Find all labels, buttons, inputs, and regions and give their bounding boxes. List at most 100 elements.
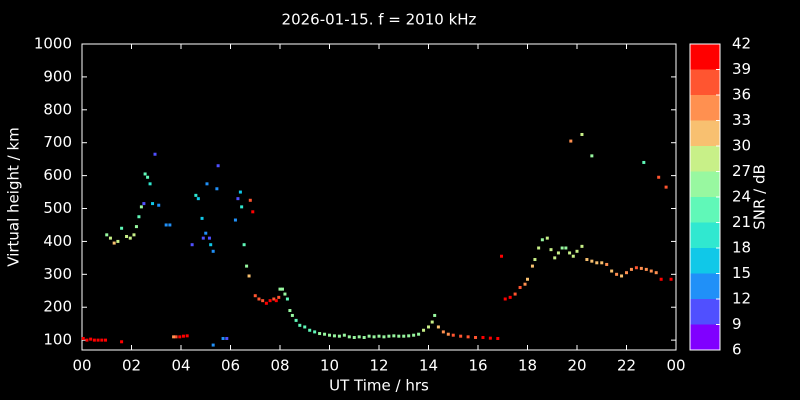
data-point <box>268 299 272 303</box>
data-point <box>240 205 244 209</box>
data-point <box>654 271 658 275</box>
data-point <box>362 335 366 339</box>
data-point <box>600 261 604 265</box>
colorbar-tick-label: 30 <box>732 137 751 155</box>
data-point <box>639 266 643 270</box>
data-point <box>392 334 396 338</box>
y-axis-label: Virtual height / km <box>5 127 23 266</box>
y-tick-label: 800 <box>43 100 72 118</box>
data-point <box>207 236 211 240</box>
data-point <box>139 205 143 209</box>
data-point <box>105 233 109 237</box>
data-point <box>481 335 485 339</box>
x-tick-label: 00 <box>666 357 685 375</box>
y-tick-label: 500 <box>43 199 72 217</box>
data-point <box>96 338 100 342</box>
x-tick-label: 10 <box>320 357 339 375</box>
data-point <box>194 193 198 197</box>
colorbar-bin <box>690 171 720 197</box>
data-point <box>313 330 317 334</box>
data-point <box>585 258 589 262</box>
data-point <box>669 277 673 281</box>
data-point <box>120 226 124 230</box>
colorbar-bin <box>690 95 720 121</box>
data-point <box>625 271 628 275</box>
data-point <box>209 243 213 247</box>
data-point <box>533 258 537 262</box>
data-point <box>153 152 157 156</box>
data-point <box>642 160 646 164</box>
data-point <box>352 335 356 339</box>
data-point <box>382 335 386 339</box>
colorbar-tick-label: 21 <box>732 213 751 231</box>
data-point <box>283 292 287 296</box>
data-point <box>620 274 624 278</box>
data-point <box>278 287 282 291</box>
data-point <box>288 309 292 313</box>
colorbar-bin <box>690 44 720 70</box>
colorbar-tick-label: 39 <box>732 60 751 78</box>
data-point <box>590 259 594 263</box>
chart-title: 2026-01-15. f = 2010 kHz <box>282 11 477 29</box>
y-tick-label: 700 <box>43 133 72 151</box>
data-point <box>513 292 517 296</box>
y-tick-label: 1000 <box>34 35 72 53</box>
colorbar-tick-label: 15 <box>732 264 751 282</box>
y-tick-label: 600 <box>43 166 72 184</box>
x-tick-label: 14 <box>419 357 438 375</box>
data-point <box>397 334 401 338</box>
colorbar-tick-label: 6 <box>732 341 742 359</box>
data-point <box>185 334 189 338</box>
data-point <box>417 332 421 336</box>
data-point <box>347 335 351 339</box>
data-point <box>100 338 104 342</box>
colorbar-tick-label: 24 <box>732 188 751 206</box>
colorbar-bin <box>690 324 720 350</box>
data-point <box>245 264 249 268</box>
data-point <box>553 256 557 260</box>
data-point <box>402 334 406 338</box>
data-point <box>190 243 194 247</box>
colorbar-tick-label: 18 <box>732 239 751 257</box>
data-point <box>377 334 381 338</box>
x-tick-label: 04 <box>171 357 190 375</box>
data-point <box>644 267 648 271</box>
data-point <box>261 299 265 303</box>
colorbar-label: SNR / dB <box>751 164 769 230</box>
data-point <box>568 251 572 255</box>
colorbar-bin <box>690 69 720 95</box>
data-point <box>436 325 440 329</box>
data-point <box>253 294 257 298</box>
data-point <box>508 295 512 299</box>
data-point <box>500 254 504 258</box>
data-point <box>323 332 327 336</box>
data-point <box>526 277 529 281</box>
x-axis-label: UT Time / hrs <box>329 377 429 395</box>
colorbar-tick-label: 27 <box>732 162 751 180</box>
data-point <box>634 266 638 270</box>
data-point <box>143 172 147 176</box>
plot-frame <box>81 43 677 351</box>
data-point <box>451 333 455 337</box>
data-point <box>328 333 331 337</box>
data-point <box>257 297 261 301</box>
data-point <box>142 202 146 206</box>
data-point <box>211 343 215 347</box>
data-point <box>427 325 430 329</box>
data-point <box>137 215 141 219</box>
data-point <box>298 323 302 327</box>
data-point <box>285 297 289 301</box>
data-point <box>590 154 594 158</box>
data-point <box>387 334 391 338</box>
data-point <box>466 335 470 339</box>
y-tick-label: 300 <box>43 265 72 283</box>
data-point <box>247 274 251 278</box>
colorbar-bin <box>690 197 720 223</box>
data-point <box>290 313 294 317</box>
colorbar-tick-label: 42 <box>732 35 751 53</box>
data-point <box>294 318 298 322</box>
data-point <box>649 269 653 273</box>
data-point <box>308 328 312 332</box>
data-point <box>332 334 336 338</box>
x-tick-label: 06 <box>221 357 240 375</box>
